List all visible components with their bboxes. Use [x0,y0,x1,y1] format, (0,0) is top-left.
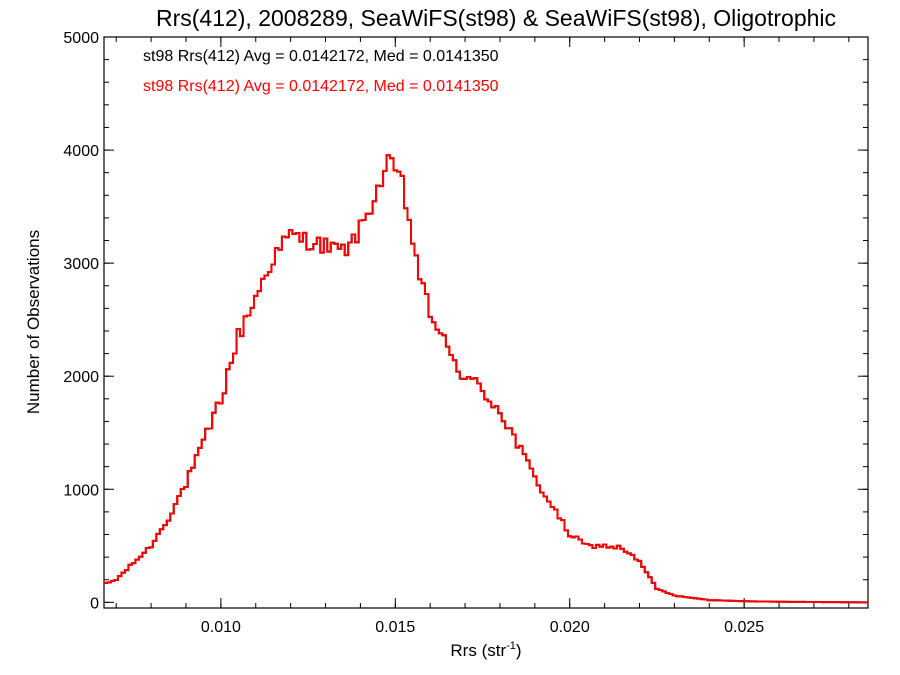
y-tick-label: 3000 [63,256,99,273]
y-tick-label: 5000 [63,30,99,47]
x-axis-label: Rrs (str-1) [450,640,521,660]
plot-frame [103,36,869,609]
series-line-red [104,154,868,604]
axis-ticks [104,36,868,608]
x-tick-label: 0.020 [550,619,590,636]
y-tick-label: 1000 [63,482,99,499]
series-line-black [104,154,868,604]
y-axis-label: Number of Observations [24,230,43,414]
y-tick-labels: 0 1000 2000 3000 4000 5000 [63,30,99,612]
legend-entry-black: st98 Rrs(412) Avg = 0.0142172, Med = 0.0… [143,48,499,65]
chart-title: Rrs(412), 2008289, SeaWiFS(st98) & SeaWi… [156,5,836,31]
y-tick-label: 2000 [63,369,99,386]
legend-entry-red: st98 Rrs(412) Avg = 0.0142172, Med = 0.0… [143,78,499,95]
x-tick-label: 0.025 [724,619,764,636]
y-tick-label: 4000 [63,143,99,160]
y-tick-label: 0 [90,595,99,612]
x-tick-label: 0.010 [201,619,241,636]
x-tick-label: 0.015 [375,619,415,636]
series-layer [104,154,868,604]
x-tick-labels: 0.010 0.015 0.020 0.025 [201,619,764,636]
